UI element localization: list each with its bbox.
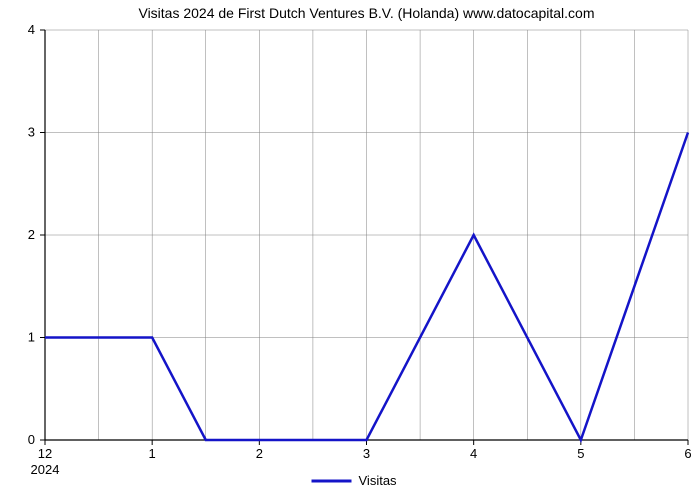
- svg-text:12: 12: [38, 446, 52, 461]
- chart-title: Visitas 2024 de First Dutch Ventures B.V…: [138, 5, 594, 21]
- gridlines: [45, 30, 688, 440]
- svg-text:1: 1: [28, 330, 35, 345]
- tick-labels: 0123412123456: [28, 22, 692, 461]
- svg-text:4: 4: [28, 22, 35, 37]
- svg-text:2: 2: [256, 446, 263, 461]
- svg-text:3: 3: [363, 446, 370, 461]
- svg-text:2: 2: [28, 227, 35, 242]
- x-axis-sublabel: 2024: [31, 462, 60, 477]
- visits-line-chart: Visitas 2024 de First Dutch Ventures B.V…: [0, 0, 700, 500]
- legend-label: Visitas: [359, 473, 398, 488]
- svg-text:0: 0: [28, 432, 35, 447]
- legend: Visitas: [312, 473, 398, 488]
- svg-text:6: 6: [684, 446, 691, 461]
- svg-text:3: 3: [28, 125, 35, 140]
- svg-text:1: 1: [149, 446, 156, 461]
- svg-text:5: 5: [577, 446, 584, 461]
- svg-text:4: 4: [470, 446, 477, 461]
